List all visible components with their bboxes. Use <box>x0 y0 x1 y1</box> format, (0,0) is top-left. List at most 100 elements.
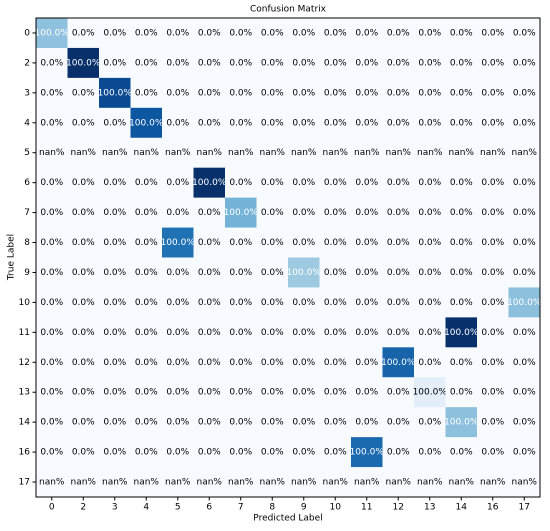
cell-label: 0.0% <box>198 388 221 398</box>
cell-label: 100.0% <box>161 238 196 248</box>
cell <box>414 197 446 229</box>
cell <box>477 377 509 408</box>
cell <box>477 47 509 79</box>
cell <box>99 347 131 378</box>
cell <box>382 77 415 109</box>
cell <box>445 407 478 438</box>
cell-label: 0.0% <box>198 448 221 458</box>
chart-title: Confusion Matrix <box>250 5 327 15</box>
cell <box>351 18 383 49</box>
cell <box>162 317 194 348</box>
cell-label: 0.0% <box>450 358 473 368</box>
cell <box>445 18 478 49</box>
cell <box>477 167 509 199</box>
cell-label: 0.0% <box>481 388 504 398</box>
cell-label: 0.0% <box>198 298 221 308</box>
y-tick-label: 16 <box>19 448 31 458</box>
cell <box>288 107 320 139</box>
x-tick-label: 8 <box>269 503 275 513</box>
cell-label: 0.0% <box>292 448 315 458</box>
cell <box>288 77 320 109</box>
cell-label: 0.0% <box>450 118 473 128</box>
cell <box>508 47 541 79</box>
cell <box>477 257 509 288</box>
cell-label: 0.0% <box>418 298 441 308</box>
cell-label: nan% <box>386 478 412 488</box>
cell-label: 0.0% <box>387 58 410 68</box>
cell-label: 0.0% <box>198 208 221 218</box>
cell-label: 0.0% <box>40 208 63 218</box>
cell-label: 100.0% <box>224 208 259 218</box>
cell <box>445 167 478 199</box>
cell-label: 0.0% <box>72 298 95 308</box>
x-tick-label: 3 <box>112 503 118 513</box>
cell-label: nan% <box>71 148 97 158</box>
cell <box>477 317 509 348</box>
cell-label: 0.0% <box>229 58 252 68</box>
x-tick-label: 16 <box>487 503 499 513</box>
cell <box>193 107 226 139</box>
cell <box>162 257 194 288</box>
cell-label: 0.0% <box>135 448 158 458</box>
cell <box>351 257 383 288</box>
cell <box>256 137 289 169</box>
cell-label: 0.0% <box>198 418 221 428</box>
cell-label: nan% <box>102 478 128 488</box>
cell-label: 0.0% <box>166 358 189 368</box>
cell-label: 0.0% <box>418 268 441 278</box>
cell <box>508 257 541 288</box>
cell <box>225 467 257 498</box>
cell-label: nan% <box>39 478 65 488</box>
cell <box>256 107 289 139</box>
cell <box>508 137 541 169</box>
cell-label: nan% <box>417 478 443 488</box>
cell <box>382 347 415 378</box>
cell-label: 0.0% <box>135 298 158 308</box>
cell-label: 0.0% <box>261 448 284 458</box>
cell <box>130 227 163 258</box>
cell-label: 0.0% <box>481 298 504 308</box>
y-tick-label: 11 <box>19 328 30 338</box>
cell-label: 0.0% <box>450 238 473 248</box>
cell-label: nan% <box>260 478 286 488</box>
cell <box>225 437 257 468</box>
x-tick-label: 5 <box>175 503 181 513</box>
cell-label: 0.0% <box>355 268 378 278</box>
cell <box>67 227 100 258</box>
cell <box>445 317 478 348</box>
cell <box>130 437 163 468</box>
cell <box>477 18 509 49</box>
cell-label: 0.0% <box>513 268 536 278</box>
cell-label: nan% <box>512 148 538 158</box>
cell-label: 0.0% <box>40 268 63 278</box>
cell <box>130 77 163 109</box>
cell <box>193 18 226 49</box>
cell-label: 0.0% <box>261 178 284 188</box>
cell-label: 0.0% <box>40 178 63 188</box>
cell <box>256 257 289 288</box>
cell <box>256 407 289 438</box>
cell-label: 0.0% <box>513 358 536 368</box>
cell-label: 0.0% <box>355 178 378 188</box>
cell-label: 0.0% <box>40 388 63 398</box>
cell-label: 0.0% <box>72 448 95 458</box>
cell <box>445 347 478 378</box>
cell-label: 0.0% <box>418 418 441 428</box>
cell <box>36 257 68 288</box>
cell-label: nan% <box>228 148 254 158</box>
y-tick-label: 0 <box>24 28 30 38</box>
cell <box>508 437 541 468</box>
cell-label: 0.0% <box>355 118 378 128</box>
cell <box>225 107 257 139</box>
cell <box>288 467 320 498</box>
cell <box>382 377 415 408</box>
cell-label: 0.0% <box>418 58 441 68</box>
cell-label: 0.0% <box>418 448 441 458</box>
cell <box>508 347 541 378</box>
cell <box>288 257 320 288</box>
x-tick-label: 9 <box>301 503 307 513</box>
cell <box>130 47 163 79</box>
cell <box>508 407 541 438</box>
cell <box>67 407 100 438</box>
cell-label: 0.0% <box>261 208 284 218</box>
